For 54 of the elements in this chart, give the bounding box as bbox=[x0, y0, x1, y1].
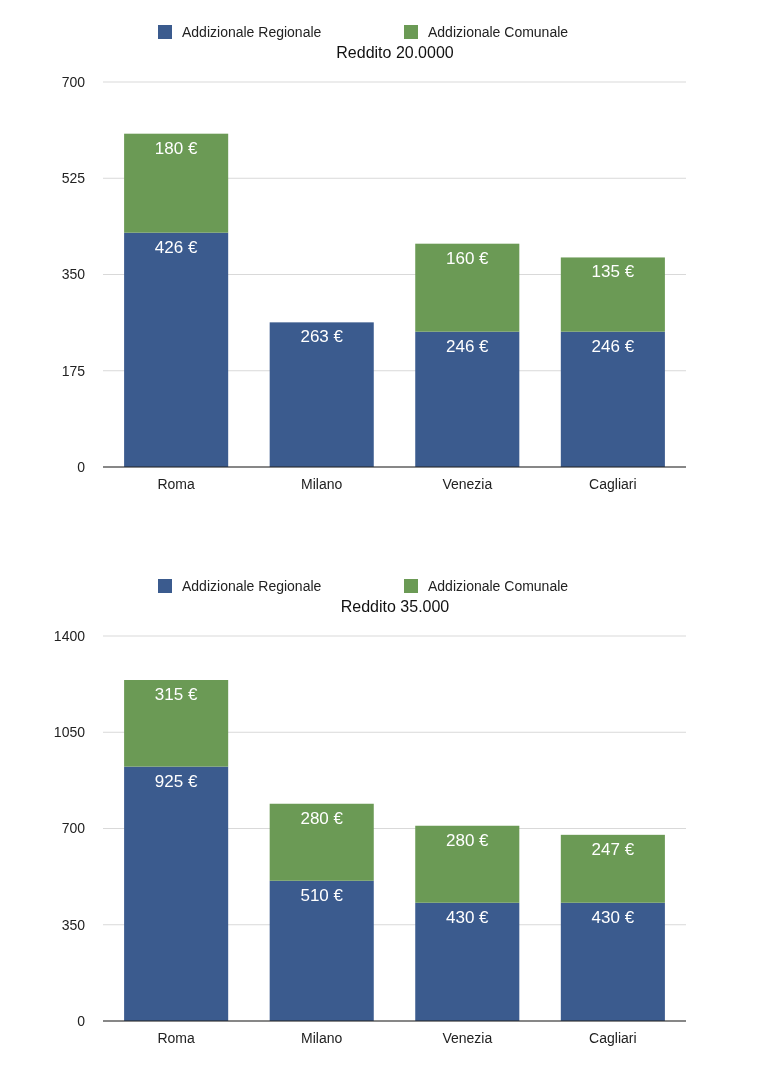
x-tick-label: Milano bbox=[301, 475, 343, 492]
x-tick-label: Venezia bbox=[442, 475, 493, 492]
y-tick-label: 1050 bbox=[53, 724, 86, 741]
y-tick-label: 700 bbox=[61, 820, 86, 837]
data-label: 246 € bbox=[591, 336, 635, 356]
data-label: 180 € bbox=[154, 138, 198, 158]
data-label: 925 € bbox=[154, 771, 198, 791]
bar bbox=[560, 834, 665, 903]
x-tick-label: Venezia bbox=[442, 1029, 493, 1046]
data-label: 315 € bbox=[154, 685, 198, 704]
bar bbox=[560, 902, 665, 1021]
bar bbox=[269, 322, 374, 467]
bar bbox=[124, 232, 229, 467]
legend-label: Addizionale Comunale bbox=[428, 578, 569, 594]
data-label: 263 € bbox=[300, 327, 344, 347]
data-label: 160 € bbox=[446, 248, 490, 268]
bar bbox=[124, 680, 229, 767]
bar bbox=[560, 331, 665, 467]
y-tick-label: 700 bbox=[61, 73, 86, 90]
data-label: 510 € bbox=[300, 885, 344, 905]
data-label: 430 € bbox=[591, 907, 635, 927]
legend-label: Addizionale Regionale bbox=[182, 24, 322, 40]
x-tick-label: Milano bbox=[301, 1029, 343, 1046]
y-tick-label: 350 bbox=[61, 266, 86, 283]
data-label: 280 € bbox=[446, 830, 490, 850]
legend-label: Addizionale Comunale bbox=[428, 24, 569, 40]
x-tick-label: Roma bbox=[157, 1029, 196, 1046]
data-label: 135 € bbox=[591, 262, 635, 282]
data-label: 280 € bbox=[300, 808, 344, 828]
x-tick-label: Cagliari bbox=[589, 1029, 637, 1046]
legend-label: Addizionale Regionale bbox=[182, 578, 322, 594]
data-label: 246 € bbox=[446, 336, 490, 356]
data-label: 426 € bbox=[154, 237, 198, 257]
y-tick-label: 175 bbox=[61, 362, 86, 379]
x-tick-label: Cagliari bbox=[589, 475, 637, 492]
bar bbox=[124, 133, 229, 233]
bar bbox=[415, 902, 520, 1021]
y-tick-label: 0 bbox=[77, 1012, 86, 1029]
x-tick-label: Roma bbox=[157, 475, 196, 492]
y-tick-label: 1400 bbox=[53, 627, 86, 644]
bar bbox=[415, 331, 520, 467]
data-label: 430 € bbox=[446, 907, 490, 927]
y-tick-label: 350 bbox=[61, 916, 86, 933]
bar bbox=[124, 766, 229, 1021]
chart-title: Reddito 20.0000 bbox=[336, 44, 454, 61]
y-tick-label: 525 bbox=[61, 170, 86, 187]
y-tick-label: 0 bbox=[77, 458, 86, 475]
bar bbox=[269, 803, 374, 881]
chart-title: Reddito 35.000 bbox=[340, 598, 450, 615]
bar bbox=[269, 880, 374, 1021]
bar bbox=[415, 825, 520, 903]
bar bbox=[560, 257, 665, 332]
bar bbox=[415, 243, 520, 332]
data-label: 247 € bbox=[591, 839, 635, 859]
